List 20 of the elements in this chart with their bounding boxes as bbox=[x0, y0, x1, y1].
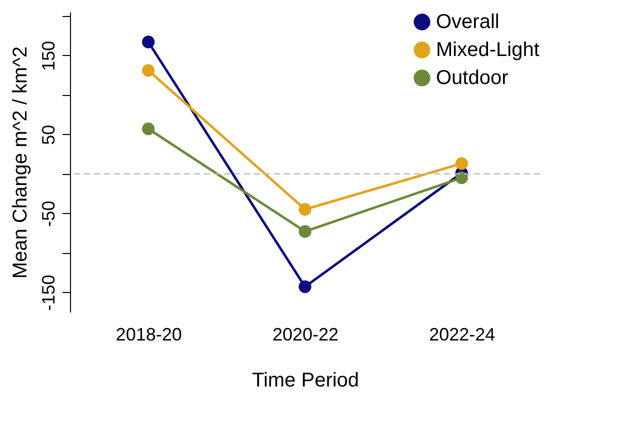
point bbox=[142, 122, 155, 136]
point bbox=[142, 64, 155, 77]
y-tick-label: -150 bbox=[38, 274, 58, 311]
point bbox=[298, 280, 312, 294]
y-axis-title: Mean Change m^2 / km^2 bbox=[10, 46, 32, 279]
x-tick-label: 2020-22 bbox=[272, 324, 339, 344]
y-tick-label: 50 bbox=[38, 124, 58, 145]
x-tick-label: 2018-20 bbox=[116, 324, 182, 344]
y-tick-label: -50 bbox=[38, 200, 58, 227]
point bbox=[142, 36, 155, 48]
legend-label: Outdoor bbox=[436, 67, 509, 89]
point bbox=[455, 157, 468, 170]
point bbox=[455, 171, 468, 184]
x-tick-label: 2022-24 bbox=[429, 324, 496, 344]
legend-label: Mixed-Light bbox=[436, 39, 540, 61]
y-tick-label: 150 bbox=[38, 40, 58, 71]
legend-label: Overall bbox=[436, 11, 500, 33]
point bbox=[298, 225, 312, 238]
x-axis-title: Time Period bbox=[252, 370, 360, 392]
point bbox=[298, 203, 312, 216]
